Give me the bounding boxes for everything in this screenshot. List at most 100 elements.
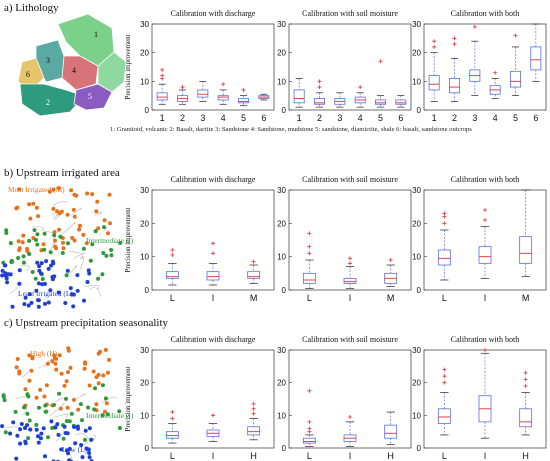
location-dot bbox=[66, 346, 71, 351]
location-dot bbox=[85, 191, 90, 196]
outlier-marker bbox=[348, 261, 352, 266]
x-tick-label: 4 bbox=[221, 113, 226, 123]
plot-frame bbox=[423, 23, 547, 111]
boxplot-panel-a3: Calibration with both 0 10 20 30 1 2 3 4 5 6 bbox=[412, 9, 547, 123]
box-H bbox=[247, 401, 261, 441]
location-dot bbox=[14, 206, 19, 211]
location-dot bbox=[18, 441, 23, 446]
location-dot bbox=[86, 405, 90, 410]
outlier-marker bbox=[358, 85, 363, 90]
location-dot bbox=[62, 383, 67, 388]
y-tick-label: 0 bbox=[282, 444, 287, 453]
location-dot bbox=[69, 411, 74, 416]
location-dot bbox=[34, 238, 38, 242]
location-dot bbox=[100, 383, 105, 388]
box-1 bbox=[428, 39, 440, 102]
location-dot bbox=[79, 443, 84, 447]
river-line bbox=[52, 213, 57, 220]
location-dot bbox=[38, 436, 43, 441]
box-iqr bbox=[156, 92, 168, 101]
x-tick-label: 6 bbox=[398, 113, 403, 123]
river-line bbox=[74, 393, 86, 401]
location-dot bbox=[76, 407, 81, 412]
box-5 bbox=[238, 87, 249, 107]
plot-frame bbox=[151, 23, 275, 111]
x-tick-label: L bbox=[442, 293, 447, 303]
location-dot bbox=[66, 451, 70, 456]
outlier-marker bbox=[442, 211, 447, 216]
location-dot bbox=[21, 260, 26, 265]
outlier-marker bbox=[241, 87, 246, 92]
box-iqr bbox=[478, 246, 492, 264]
y-tick-label: 0 bbox=[145, 444, 150, 453]
location-dot bbox=[86, 268, 91, 273]
location-dot bbox=[22, 302, 27, 307]
box-iqr bbox=[519, 236, 533, 264]
location-dot bbox=[117, 426, 122, 430]
location-dot bbox=[21, 254, 26, 259]
section-label-lithology: a) Lithology bbox=[4, 2, 59, 14]
location-dot bbox=[83, 428, 88, 433]
x-tick-label: M bbox=[522, 293, 530, 303]
location-dot bbox=[23, 439, 28, 444]
outlier-marker bbox=[211, 413, 215, 418]
location-dot bbox=[104, 253, 109, 258]
location-dot bbox=[96, 372, 101, 377]
location-dot bbox=[17, 248, 22, 253]
location-dot bbox=[43, 301, 47, 306]
boxplot-panel-c3: Calibration with both 0 10 20 30 L I H bbox=[412, 335, 547, 461]
location-dot bbox=[109, 248, 114, 252]
plot-frame bbox=[288, 349, 412, 449]
location-dot bbox=[50, 359, 55, 364]
location-dot bbox=[87, 426, 92, 431]
box-L bbox=[302, 388, 316, 447]
location-dot bbox=[87, 455, 92, 460]
location-dot bbox=[23, 387, 28, 392]
location-dot bbox=[56, 290, 61, 295]
outlier-marker bbox=[442, 374, 447, 379]
y-tick-label: 20 bbox=[140, 49, 149, 58]
location-dot bbox=[0, 268, 5, 273]
litho-num-5: 5 bbox=[88, 92, 92, 101]
location-dot bbox=[27, 418, 32, 423]
x-tick-label: H bbox=[387, 451, 394, 461]
location-dot bbox=[42, 231, 47, 236]
panel-title: Calibration with both bbox=[451, 335, 519, 344]
location-dot bbox=[65, 212, 70, 217]
location-dot bbox=[41, 242, 46, 247]
section-label-seasonality: c) Upstream precipitation seasonality bbox=[4, 317, 169, 329]
location-dot bbox=[68, 365, 73, 370]
location-dot bbox=[0, 273, 5, 278]
y-tick-label: 10 bbox=[140, 77, 149, 86]
location-dot bbox=[75, 273, 80, 278]
river-line bbox=[20, 265, 30, 271]
box-iqr bbox=[437, 408, 451, 424]
outlier-marker bbox=[452, 42, 457, 47]
river-line bbox=[31, 226, 45, 232]
location-dot bbox=[65, 241, 70, 246]
location-dot bbox=[23, 426, 27, 430]
x-tick-label: 5 bbox=[513, 113, 518, 123]
outlier-marker bbox=[523, 370, 528, 375]
x-tick-label: I bbox=[212, 451, 215, 461]
river-line bbox=[37, 364, 48, 369]
outlier-marker bbox=[432, 44, 437, 49]
location-dot bbox=[4, 276, 9, 281]
irrigated-label-least: Least irrigated (L) bbox=[18, 289, 73, 298]
y-axis-label: Precision improvement bbox=[124, 34, 132, 99]
location-dot bbox=[43, 403, 48, 408]
outlier-marker bbox=[378, 59, 383, 64]
outlier-marker bbox=[251, 401, 256, 406]
location-dot bbox=[27, 378, 32, 383]
location-dot bbox=[92, 407, 97, 412]
box-iqr bbox=[302, 437, 316, 444]
y-tick-label: 20 bbox=[277, 219, 286, 228]
box-1 bbox=[293, 78, 305, 108]
x-tick-label: 1 bbox=[432, 113, 437, 123]
x-tick-label: I bbox=[484, 451, 487, 461]
location-dot bbox=[4, 231, 9, 235]
box-iqr bbox=[384, 424, 398, 439]
x-tick-label: 1 bbox=[297, 113, 302, 123]
plot-frame bbox=[423, 189, 547, 291]
seasonality-label-high: High (H) bbox=[30, 349, 58, 358]
